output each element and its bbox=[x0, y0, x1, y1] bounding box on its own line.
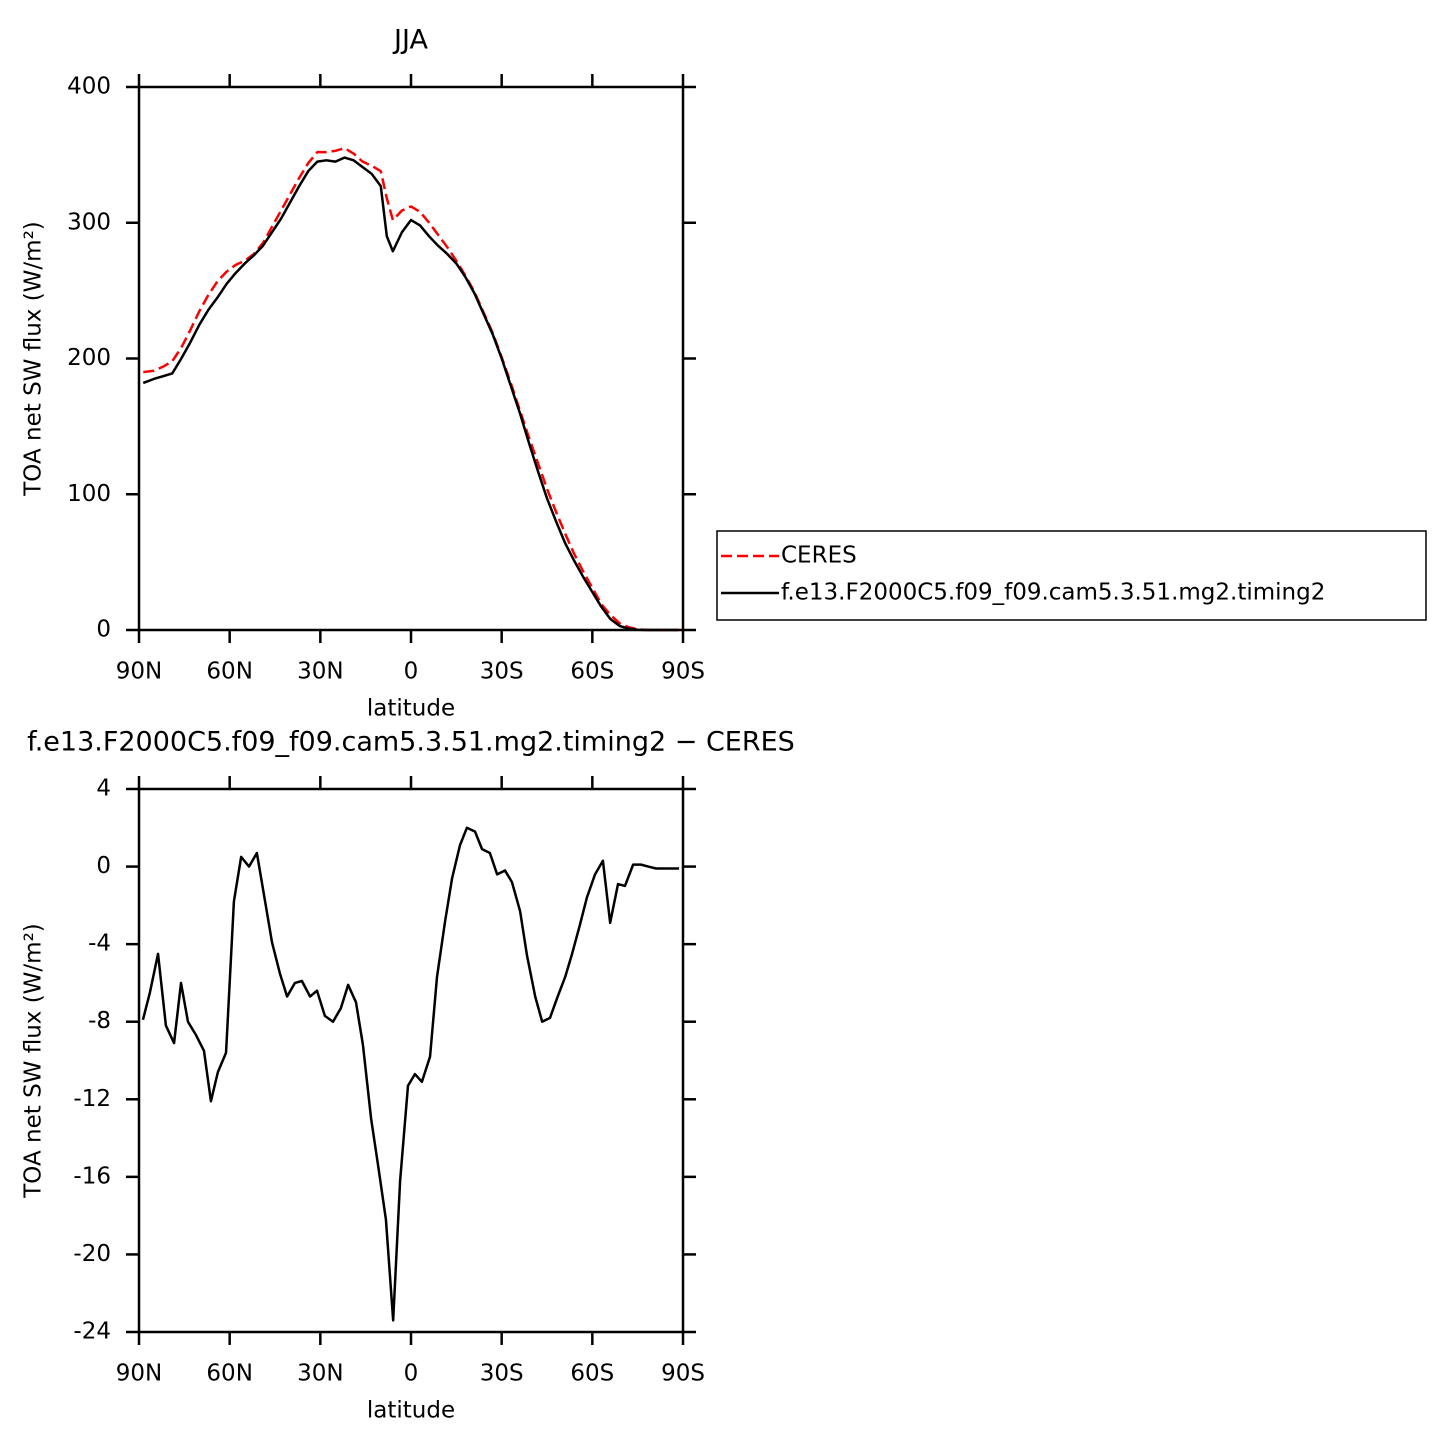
y-tick-label: 0 bbox=[96, 617, 111, 643]
y-tick-label: -12 bbox=[73, 1086, 111, 1112]
chart-title: f.e13.F2000C5.f09_f09.cam5.3.51.mg2.timi… bbox=[27, 727, 795, 758]
x-tick-label: 60N bbox=[206, 1361, 252, 1387]
y-tick-label: 100 bbox=[67, 481, 111, 507]
y-tick-label: 4 bbox=[96, 776, 111, 802]
y-axis-label: TOA net SW flux (W/m²) bbox=[21, 221, 47, 497]
x-tick-label: 60N bbox=[206, 659, 252, 685]
y-tick-label: -16 bbox=[73, 1163, 111, 1189]
chart-title: JJA bbox=[392, 25, 428, 56]
data-line bbox=[143, 146, 679, 632]
legend-label: f.e13.F2000C5.f09_f09.cam5.3.51.mg2.timi… bbox=[781, 580, 1325, 606]
x-tick-label: 0 bbox=[404, 1361, 419, 1387]
data-line bbox=[142, 156, 679, 632]
data-line bbox=[141, 826, 680, 1322]
x-axis-label: latitude bbox=[367, 1398, 455, 1424]
x-tick-label: 30N bbox=[297, 659, 343, 685]
x-tick-label: 0 bbox=[404, 659, 419, 685]
y-tick-label: -8 bbox=[88, 1008, 111, 1034]
legend-label: CERES bbox=[781, 543, 857, 569]
x-tick-label: 60S bbox=[570, 659, 614, 685]
x-tick-label: 30N bbox=[297, 1361, 343, 1387]
x-tick-label: 90N bbox=[116, 1361, 162, 1387]
x-axis-label: latitude bbox=[367, 696, 455, 722]
y-tick-label: -20 bbox=[73, 1241, 111, 1267]
x-tick-label: 90S bbox=[661, 659, 705, 685]
x-tick-label: 90S bbox=[661, 1361, 705, 1387]
plot-frame bbox=[137, 787, 685, 1334]
y-tick-label: 300 bbox=[67, 209, 111, 235]
y-axis-label: TOA net SW flux (W/m²) bbox=[21, 923, 47, 1199]
y-tick-label: 400 bbox=[67, 74, 111, 100]
plot-frame bbox=[137, 85, 685, 632]
y-tick-label: -24 bbox=[73, 1319, 111, 1345]
x-tick-label: 90N bbox=[116, 659, 162, 685]
y-tick-label: 0 bbox=[96, 853, 111, 879]
x-tick-label: 60S bbox=[570, 1361, 614, 1387]
x-tick-label: 30S bbox=[480, 659, 524, 685]
y-tick-label: -4 bbox=[88, 931, 111, 957]
y-tick-label: 200 bbox=[67, 345, 111, 371]
legend-box bbox=[716, 530, 1427, 621]
x-tick-label: 30S bbox=[480, 1361, 524, 1387]
